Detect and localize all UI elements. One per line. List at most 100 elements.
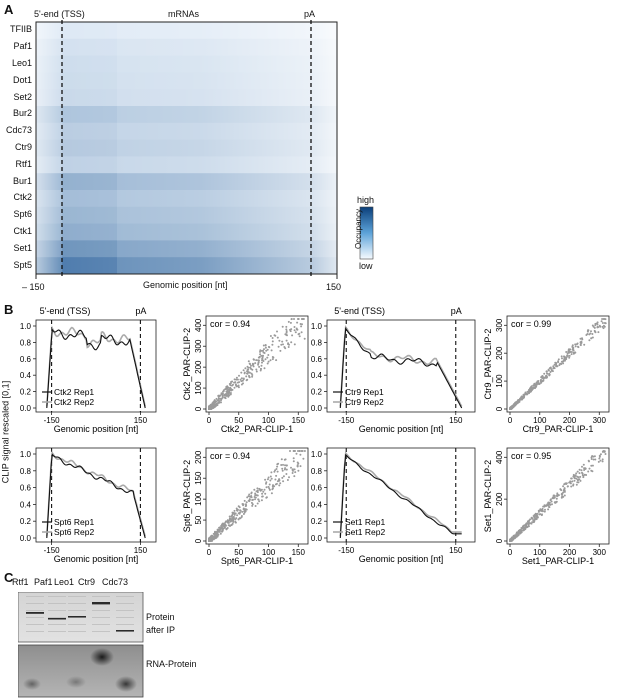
scatter-point <box>276 465 279 468</box>
scatter-point <box>550 500 553 503</box>
scatter-point <box>585 334 588 336</box>
gel-smear <box>92 610 110 611</box>
scatter-point <box>259 349 262 352</box>
scatter-point <box>549 498 552 501</box>
scatter-point <box>526 390 529 393</box>
scatter-point <box>214 530 216 533</box>
scatter-point <box>573 351 576 354</box>
scatter-point <box>215 402 218 405</box>
scatter-point <box>581 472 584 475</box>
scatter-xtick-label: 100 <box>262 416 276 425</box>
legend-rep2-label: Ctk2 Rep2 <box>54 397 94 407</box>
heatmap-frame <box>35 21 338 275</box>
scatter-point <box>562 360 565 363</box>
scatter-point <box>296 321 299 324</box>
scatter-point <box>535 517 538 520</box>
scatter-point <box>590 456 593 459</box>
profile-ytick-label: 0.2 <box>20 388 32 397</box>
scatter-point <box>244 367 247 370</box>
scatter-point <box>530 385 533 388</box>
gel-protein-label: Protein <box>146 612 175 622</box>
scatter-xtick-label: 150 <box>292 548 306 557</box>
gel-smear <box>48 596 66 597</box>
scatter-point <box>245 379 248 382</box>
scatter-point <box>577 476 580 479</box>
scatter-point <box>229 384 232 387</box>
scatter-point <box>543 372 546 375</box>
profile-frame <box>326 319 476 413</box>
scatter-point <box>522 393 525 396</box>
profile-ytick-label: 0.6 <box>311 355 323 364</box>
scatter-point <box>240 383 243 386</box>
scatter-point <box>215 397 218 400</box>
scatter-xtick-label: 200 <box>563 548 577 557</box>
scatter-point <box>238 374 240 377</box>
profile-xtick-label: 150 <box>134 546 148 555</box>
scatter-point <box>591 464 594 467</box>
scatter-point <box>521 396 524 399</box>
heatmap-center-label: mRNAs <box>168 9 199 19</box>
scatter-point <box>552 366 555 369</box>
scatter-point <box>595 322 598 325</box>
scatter-point <box>289 450 291 452</box>
profile-pa-label: pA <box>135 306 146 316</box>
scatter-point <box>590 337 593 340</box>
scatter-point <box>226 521 229 524</box>
heatmap-row-label: Leo1 <box>11 58 32 68</box>
heatmap <box>35 20 374 279</box>
scatter-point <box>547 508 550 511</box>
scatter-point <box>237 385 240 388</box>
scatter-xtick-label: 0 <box>508 548 513 557</box>
scatter-point <box>227 520 230 522</box>
profile-xtick-label: 150 <box>449 546 463 555</box>
scatter-point <box>281 469 284 472</box>
scatter-point <box>557 358 560 361</box>
scatter-point <box>293 326 296 328</box>
profile-ytick-label: 0.2 <box>20 517 32 526</box>
scatter-point <box>222 527 225 530</box>
gel-smear <box>68 610 86 611</box>
scatter-point <box>570 351 573 353</box>
scatter-point <box>250 495 253 497</box>
scatter-point <box>291 468 294 471</box>
rna-signal <box>90 648 114 666</box>
scatter-point <box>270 471 273 474</box>
scatter-point <box>553 496 556 499</box>
profile-ytick-label: 0.6 <box>311 484 323 493</box>
scatter-point <box>266 356 269 359</box>
scatter-point <box>282 343 284 346</box>
profile-xlabel: Genomic position [nt] <box>54 554 139 564</box>
scatter-point <box>565 351 568 353</box>
profile-ytick-label: 0.6 <box>20 355 32 364</box>
scatter-point <box>566 485 569 488</box>
scatter-point <box>261 354 264 357</box>
scatter-point <box>509 540 512 542</box>
scatter-xtick-label: 200 <box>563 416 577 425</box>
scatter-point <box>578 468 581 471</box>
scatter-point <box>257 359 259 362</box>
scatter-point <box>575 483 578 486</box>
scatter-point <box>550 368 553 371</box>
gel-smear <box>68 631 86 632</box>
scatter-point <box>570 485 573 488</box>
scatter-ytick-label: 0 <box>495 538 504 543</box>
scatter-point <box>582 463 585 466</box>
scatter-point <box>216 530 219 533</box>
profile-xtick-label: 150 <box>449 416 463 425</box>
gel-smear <box>116 596 134 597</box>
scatter-cor-label: cor = 0.99 <box>511 319 551 329</box>
scatter-point <box>223 393 226 396</box>
scatter-point <box>599 453 602 456</box>
scatter-point <box>223 396 226 399</box>
scatter-ytick-label: 200 <box>495 346 504 360</box>
scatter-point <box>227 386 230 389</box>
scatter-point <box>603 325 606 328</box>
profile-frame <box>326 447 476 543</box>
scatter-point <box>597 460 600 463</box>
scatter-point <box>299 323 302 325</box>
scatter-point <box>240 377 243 380</box>
scatter-point <box>566 354 569 357</box>
scatter-point <box>581 338 584 341</box>
scatter-point <box>539 513 542 516</box>
